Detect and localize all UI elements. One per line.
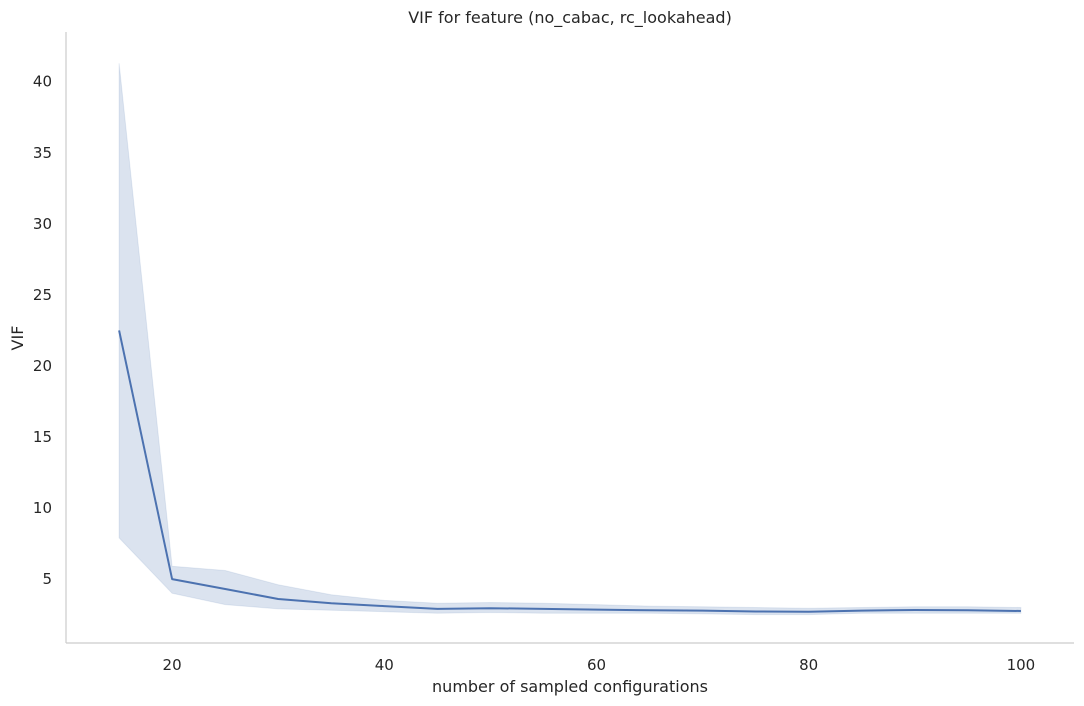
x-tick-label: 20 — [163, 656, 182, 674]
plot-area — [118, 63, 1022, 616]
y-tick-label: 40 — [33, 73, 52, 91]
y-tick-label: 35 — [33, 144, 52, 162]
y-tick-label: 10 — [33, 499, 52, 517]
x-tick-label: 100 — [1007, 656, 1036, 674]
y-axis-title: VIF — [8, 326, 27, 351]
y-tick-label: 20 — [33, 357, 52, 375]
confidence-band-layer — [118, 63, 1022, 616]
y-tick-label: 15 — [33, 428, 52, 446]
y-tick-labels: 5 10 15 20 25 30 35 40 — [33, 73, 52, 588]
x-tick-label: 40 — [375, 656, 394, 674]
x-tick-label: 80 — [799, 656, 818, 674]
chart-title: VIF for feature (no_cabac, rc_lookahead) — [408, 8, 732, 28]
series-line — [118, 330, 1021, 613]
x-tick-labels: 20 40 60 80 100 — [163, 656, 1036, 674]
y-tick-label: 25 — [33, 286, 52, 304]
series-line-layer — [118, 330, 1021, 613]
x-axis-title: number of sampled configurations — [432, 677, 708, 696]
x-tick-label: 60 — [587, 656, 606, 674]
y-tick-label: 5 — [42, 570, 52, 588]
confidence-band — [118, 63, 1022, 616]
y-tick-label: 30 — [33, 215, 52, 233]
